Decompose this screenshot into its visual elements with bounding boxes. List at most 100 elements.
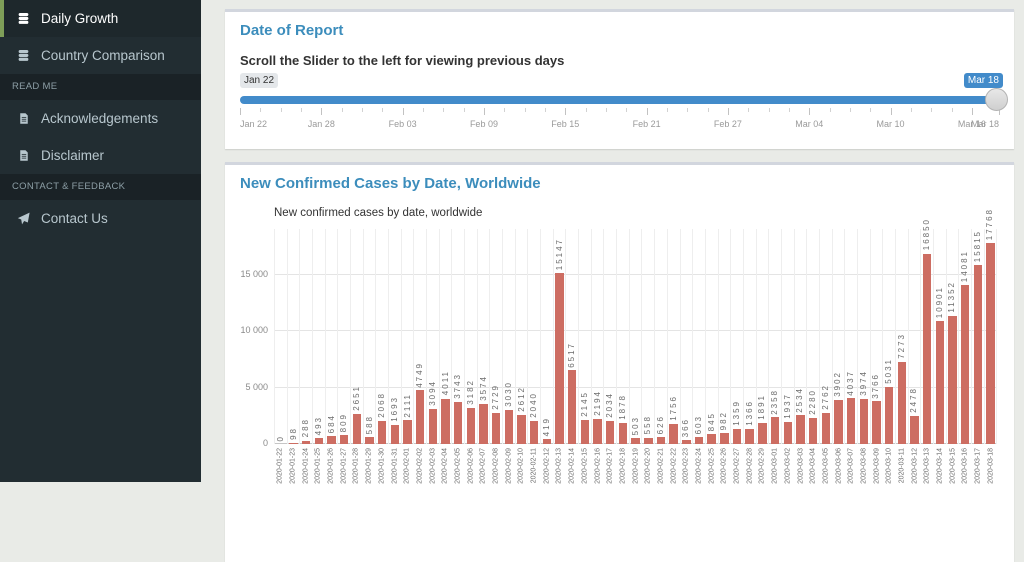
bar xyxy=(910,416,919,444)
bar-value-label: 684 xyxy=(326,413,336,434)
slider-tick-minor xyxy=(382,108,384,112)
x-axis-column: 2020-02-28 xyxy=(743,444,756,500)
bar-value-label: 3094 xyxy=(427,380,437,407)
x-axis-column: 2020-02-20 xyxy=(642,444,655,500)
slider-tick-label: Jan 28 xyxy=(307,119,335,129)
bar-column: 588 xyxy=(362,229,376,444)
x-axis-column: 2020-01-23 xyxy=(287,444,300,500)
bar-column: 4749 xyxy=(413,229,426,444)
bar-column: 17768 xyxy=(983,208,998,444)
bar xyxy=(606,421,615,444)
x-axis-label: 2020-03-02 xyxy=(784,448,792,484)
bar xyxy=(884,387,894,444)
x-axis-column: 2020-02-12 xyxy=(540,444,553,500)
slider-tick-minor xyxy=(463,108,465,112)
sidebar-item-acknowledgements[interactable]: Acknowledgements xyxy=(0,100,201,137)
x-axis-label: 2020-03-08 xyxy=(860,448,868,484)
slider-track[interactable] xyxy=(240,96,999,104)
x-axis-label: 2020-03-03 xyxy=(797,448,805,484)
bar-column: 3182 xyxy=(464,229,477,444)
x-axis-column: 2020-01-29 xyxy=(363,444,376,500)
database-icon xyxy=(16,12,31,25)
bar-value-label: 588 xyxy=(364,415,374,435)
bar xyxy=(758,422,767,444)
bar-column: 2145 xyxy=(578,229,591,444)
bar-value-label: 10901 xyxy=(934,285,944,318)
slider-tick-label: Feb 27 xyxy=(713,119,742,129)
x-axis-label: 2020-02-21 xyxy=(657,448,665,484)
sidebar-item-disclaimer[interactable]: Disclaimer xyxy=(0,137,201,174)
bar xyxy=(872,401,881,444)
sidebar-item-daily-growth[interactable]: Daily Growth xyxy=(0,0,201,37)
sidebar-section-header: READ ME xyxy=(0,74,201,100)
slider-tick-minor xyxy=(910,108,912,112)
bar-column: 16850 xyxy=(920,218,933,444)
sidebar-item-label: Country Comparison xyxy=(41,48,165,63)
bar xyxy=(656,436,666,444)
x-axis-label: 2020-02-06 xyxy=(467,448,475,484)
x-axis-label: 2020-02-03 xyxy=(429,448,437,484)
bar xyxy=(986,243,995,444)
bar-value-label: 1937 xyxy=(782,393,792,420)
bar-value-label: 2145 xyxy=(579,390,589,417)
bar-value-label: 288 xyxy=(301,418,311,438)
x-axis-column: 2020-02-09 xyxy=(502,444,515,500)
x-axis-column: 2020-01-31 xyxy=(388,444,401,500)
bar-column: 3766 xyxy=(869,229,883,444)
x-axis-label: 2020-03-17 xyxy=(974,448,982,484)
bar-value-label: 3030 xyxy=(503,380,513,407)
x-axis-label: 2020-03-04 xyxy=(809,448,817,484)
slider-tick-minor xyxy=(931,108,933,112)
sidebar-item-contact-us[interactable]: Contact Us xyxy=(0,200,201,237)
bar xyxy=(732,428,742,444)
x-axis-column: 2020-02-16 xyxy=(591,444,604,500)
bar-column: 5031 xyxy=(882,229,895,444)
bar-column: 493 xyxy=(312,229,325,444)
bar-value-label: 1366 xyxy=(744,399,754,426)
bar xyxy=(555,272,564,444)
bar xyxy=(568,370,577,444)
sidebar: Daily Growth Country Comparison READ ME Ack… xyxy=(0,0,201,482)
x-axis-label: 2020-02-04 xyxy=(441,448,449,484)
bar-value-label: 16850 xyxy=(922,218,932,251)
slider-tick-minor xyxy=(951,108,953,112)
x-axis-label: 2020-01-26 xyxy=(327,448,335,484)
chart-card: New Confirmed Cases by Date, Worldwide N… xyxy=(225,162,1014,562)
bar xyxy=(770,417,780,444)
bar-value-label: 809 xyxy=(339,412,349,432)
x-axis-column: 2020-03-05 xyxy=(820,444,833,500)
x-axis-column: 2020-02-07 xyxy=(477,444,490,500)
bar xyxy=(492,413,501,444)
slider-tick-major xyxy=(483,108,485,115)
date-of-report-card: Date of Report Scroll the Slider to the … xyxy=(225,9,1014,149)
x-axis-column: 2020-03-07 xyxy=(845,444,858,500)
x-axis-label: 2020-02-19 xyxy=(632,448,640,484)
x-axis-label: 2020-01-24 xyxy=(302,448,310,484)
slider-min-label: Jan 22 xyxy=(240,73,279,88)
bar-column: 2068 xyxy=(375,229,388,444)
x-axis-label: 2020-02-01 xyxy=(403,448,411,484)
bar-value-label: 1891 xyxy=(757,393,767,420)
bar-column: 2729 xyxy=(489,229,502,444)
bar xyxy=(720,432,729,444)
bar-column: 3902 xyxy=(831,229,845,444)
slider-handle[interactable] xyxy=(985,88,1008,111)
slider-tick-label: Mar 04 xyxy=(795,119,824,129)
x-axis-label: 2020-02-15 xyxy=(581,448,589,484)
slider-tick-minor xyxy=(544,108,546,112)
x-axis-column: 2020-02-25 xyxy=(705,444,718,500)
x-axis-label: 2020-03-13 xyxy=(923,448,931,484)
bar xyxy=(390,424,400,444)
x-axis-label: 2020-03-15 xyxy=(949,448,957,484)
bar-value-label: 3743 xyxy=(453,372,463,399)
x-axis-label: 2020-03-18 xyxy=(987,448,995,484)
bar-value-label: 5031 xyxy=(884,358,894,385)
bar-column: 2280 xyxy=(806,229,819,444)
slider-tick-minor xyxy=(260,108,262,112)
y-axis-label: 15 000 xyxy=(240,268,268,279)
sidebar-item-country-comparison[interactable]: Country Comparison xyxy=(0,37,201,74)
card-title-chart: New Confirmed Cases by Date, Worldwide xyxy=(240,175,541,192)
slider-tick-label: Feb 15 xyxy=(551,119,580,129)
x-axis-label: 2020-02-10 xyxy=(517,448,525,484)
